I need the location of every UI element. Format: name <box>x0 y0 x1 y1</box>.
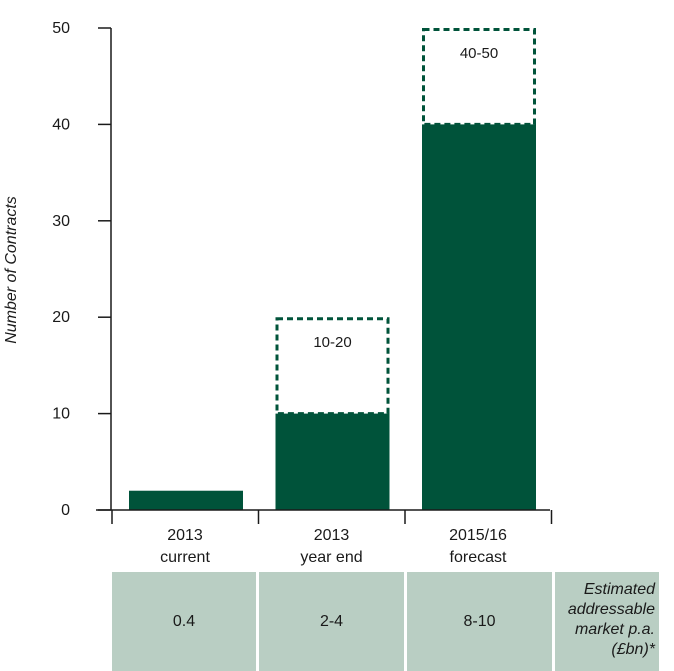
market-value-table: 0.4 2-4 8-10 Estimated addressable marke… <box>112 572 659 671</box>
range-label: 40-50 <box>460 45 498 62</box>
x-category-label: 2013 <box>314 527 350 544</box>
range-label: 10-20 <box>313 334 351 351</box>
y-tick-label: 30 <box>52 213 70 230</box>
x-category-sublabel: current <box>160 549 210 566</box>
market-value-2013-current: 0.4 <box>112 572 259 671</box>
range-box <box>422 28 536 126</box>
market-caption: Estimated addressable market p.a. (£bn)* <box>555 572 659 671</box>
bar <box>129 490 243 510</box>
x-category-label: 2013 <box>167 527 203 544</box>
y-tick-label: 20 <box>52 309 70 326</box>
x-category-sublabel: year end <box>300 549 362 566</box>
contracts-bar-chart: 10-20 40-50 0 10 20 30 40 50 2013 current 2013 ye… <box>3 20 553 566</box>
x-category-sublabel: forecast <box>450 549 507 566</box>
market-value-2015-16-forecast: 8-10 <box>407 572 555 671</box>
y-tick-label: 0 <box>61 502 70 519</box>
x-category-label: 2015/16 <box>449 527 507 544</box>
bar <box>275 413 390 510</box>
market-caption-line: addressable <box>567 601 655 618</box>
y-axis-title: Number of Contracts <box>3 196 20 344</box>
bar <box>422 124 536 511</box>
market-caption-line: market p.a. <box>574 621 655 638</box>
y-tick-label: 10 <box>52 406 70 423</box>
range-box <box>275 317 390 416</box>
market-value-2013-year-end: 2-4 <box>259 572 407 671</box>
y-tick-label: 50 <box>52 20 70 37</box>
market-caption-line: (£bn)* <box>611 641 655 658</box>
market-caption-line: Estimated <box>583 581 655 598</box>
y-tick-label: 40 <box>52 116 70 133</box>
